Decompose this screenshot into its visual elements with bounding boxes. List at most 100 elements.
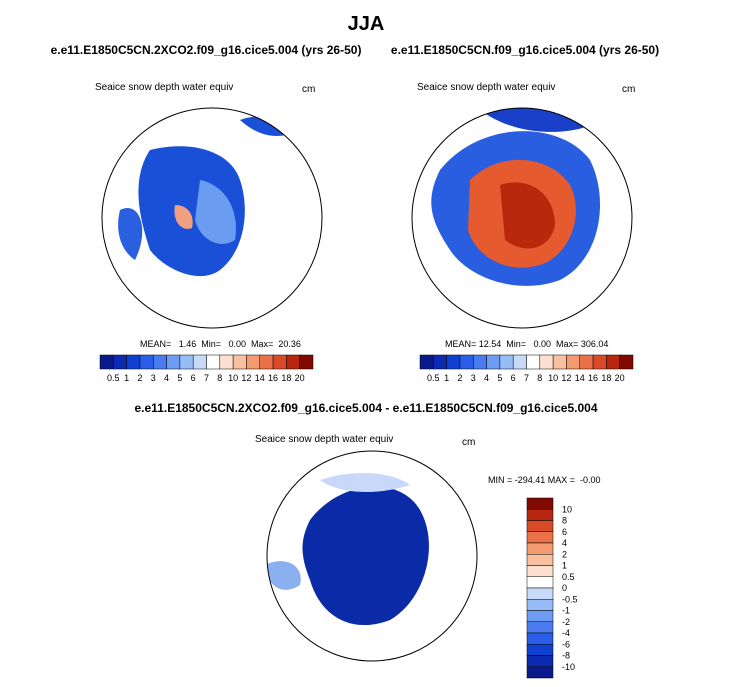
- difference-stats: MIN = -294.41 MAX = -0.00: [488, 475, 601, 485]
- colorbar-box: [113, 354, 127, 370]
- colorbar-label: -1: [562, 606, 570, 616]
- colorbar-label: 10: [562, 504, 572, 514]
- colorbar-box: [419, 354, 434, 370]
- colorbar-label: -2: [562, 617, 570, 627]
- colorbar-label: 3: [151, 373, 156, 383]
- colorbar-box: [526, 666, 554, 679]
- colorbar-box: [606, 354, 620, 370]
- difference-units: cm: [462, 437, 475, 448]
- colorbar-box: [526, 644, 554, 656]
- colorbar-label: 4: [164, 373, 169, 383]
- colorbar-label: 16: [588, 373, 598, 383]
- colorbar-label: 7: [524, 373, 529, 383]
- map: [431, 108, 600, 286]
- colorbar-box: [526, 621, 554, 634]
- colorbar-box: [192, 354, 207, 370]
- colorbar-box: [259, 354, 274, 370]
- colorbar-label: 2: [137, 373, 142, 383]
- colorbar-label: 14: [575, 373, 585, 383]
- colorbar-label: 4: [562, 538, 567, 548]
- panel-units: cm: [302, 84, 315, 95]
- colorbar-box: [179, 354, 194, 370]
- panel-subtitle: Seaice snow depth water equiv: [417, 82, 555, 93]
- colorbar-label: 3: [471, 373, 476, 383]
- colorbar-box: [99, 354, 114, 370]
- panel-subtitle: Seaice snow depth water equiv: [95, 82, 233, 93]
- colorbar-box: [592, 354, 607, 370]
- colorbar-box: [299, 354, 314, 370]
- difference-title: e.e11.E1850C5CN.2XCO2.f09_g16.cice5.004 …: [135, 401, 598, 415]
- colorbar-label: 6: [511, 373, 516, 383]
- colorbar-box: [566, 354, 580, 370]
- figure-title: JJA: [348, 13, 385, 35]
- colorbar-label: 16: [268, 373, 278, 383]
- colorbar-box: [272, 354, 287, 370]
- colorbar-label: 14: [255, 373, 265, 383]
- map: [118, 116, 300, 277]
- colorbar-label: 0.5: [562, 572, 575, 582]
- colorbar-box: [526, 554, 554, 566]
- colorbar-label: 18: [601, 373, 611, 383]
- colorbar-box: [499, 354, 514, 370]
- colorbar-label: 4: [484, 373, 489, 383]
- colorbar-box: [153, 354, 167, 370]
- difference-subtitle: Seaice snow depth water equiv: [255, 434, 393, 445]
- colorbar-box: [539, 354, 554, 370]
- colorbar-label: 20: [615, 373, 625, 383]
- colorbar-box: [526, 610, 554, 622]
- colorbar-label: -8: [562, 651, 570, 661]
- colorbar-label: 20: [295, 373, 305, 383]
- colorbar-label: 8: [217, 373, 222, 383]
- colorbar-label: -0.5: [562, 594, 578, 604]
- colorbar-box: [446, 354, 461, 370]
- colorbar-box: [219, 354, 234, 370]
- colorbar-label: 10: [548, 373, 558, 383]
- map-border: [101, 107, 323, 329]
- colorbar-box: [579, 354, 594, 370]
- panel-title: e.e11.E1850C5CN.f09_g16.cice5.004 (yrs 2…: [391, 43, 659, 57]
- colorbar-box: [433, 354, 447, 370]
- colorbar-label: 10: [228, 373, 238, 383]
- colorbar-box: [232, 354, 247, 370]
- map-border: [266, 450, 478, 662]
- colorbar-box: [126, 354, 141, 370]
- colorbar-label: 1: [562, 561, 567, 571]
- colorbar-box: [526, 509, 554, 521]
- colorbar-box: [459, 354, 474, 370]
- colorbar-box: [473, 354, 487, 370]
- colorbar-label: 18: [281, 373, 291, 383]
- panel-title: e.e11.E1850C5CN.2XCO2.f09_g16.cice5.004 …: [51, 43, 362, 57]
- colorbar-label: 0.5: [107, 373, 120, 383]
- panel-stats: MEAN= 12.54 Min= 0.00 Max= 306.04: [445, 339, 608, 349]
- colorbar-label: -4: [562, 628, 570, 638]
- colorbar-box: [619, 354, 634, 370]
- colorbar-label: 2: [457, 373, 462, 383]
- colorbar-label: 7: [204, 373, 209, 383]
- colorbar-box: [526, 576, 554, 589]
- colorbar-label: 0.5: [427, 373, 440, 383]
- map-border: [411, 107, 633, 329]
- colorbar-box: [512, 354, 527, 370]
- colorbar-box: [206, 354, 221, 370]
- colorbar-label: -6: [562, 639, 570, 649]
- colorbar-box: [246, 354, 260, 370]
- colorbar-box: [526, 655, 554, 667]
- colorbar-box: [526, 542, 554, 555]
- colorbar-label: 6: [191, 373, 196, 383]
- colorbar-label: 8: [562, 516, 567, 526]
- colorbar-box: [526, 497, 554, 510]
- colorbar-label: 12: [241, 373, 251, 383]
- colorbar-label: 1: [444, 373, 449, 383]
- colorbar-box: [526, 565, 554, 577]
- colorbar-box: [526, 520, 554, 532]
- colorbar-label: 2: [562, 549, 567, 559]
- colorbar-box: [552, 354, 567, 370]
- colorbar-label: 6: [562, 527, 567, 537]
- colorbar-label: 0: [562, 583, 567, 593]
- colorbar-box: [166, 354, 181, 370]
- map: [267, 473, 429, 626]
- colorbar-label: 5: [497, 373, 502, 383]
- colorbar-box: [286, 354, 300, 370]
- colorbar-label: 8: [537, 373, 542, 383]
